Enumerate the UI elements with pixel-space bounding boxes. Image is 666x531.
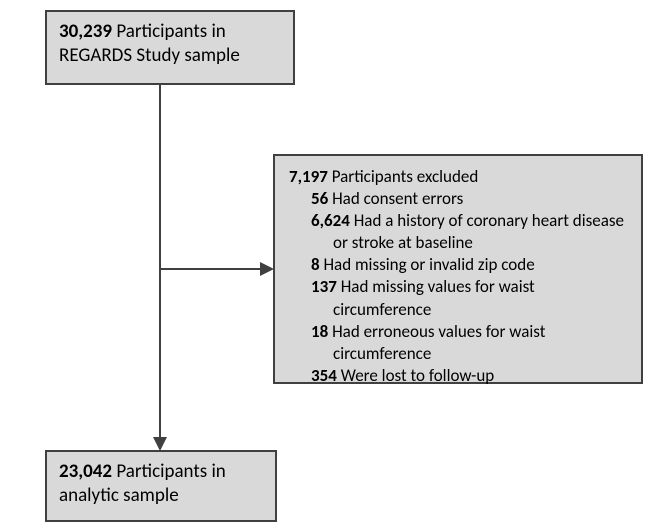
exclusion-item-text: Had missing or invalid zip code: [323, 254, 534, 275]
result-box: 23,042 Participants in analytic sample: [45, 450, 277, 522]
exclusion-item: 354 Were lost to follow-up: [289, 365, 627, 387]
exclusion-item: 6,624 Had a history of coronary heart di…: [289, 210, 627, 254]
exclusion-item: 56 Had consent errors: [289, 188, 627, 210]
exclusion-item-count: 56: [311, 188, 328, 209]
exclusion-item-count: 354: [311, 365, 337, 386]
start-count: 30,239: [59, 20, 112, 43]
exclusion-item-text: Had consent errors: [332, 188, 463, 209]
arrow-right: [160, 268, 272, 270]
exclusion-header-text: Participants excluded: [328, 166, 478, 187]
result-count: 23,042: [59, 460, 112, 483]
start-box: 30,239 Participants in REGARDS Study sam…: [45, 10, 295, 85]
exclusion-item-text: Had missing values for waist circumferen…: [333, 276, 535, 319]
exclusion-item-text: Had erroneous values for waist circumfer…: [332, 321, 545, 364]
exclusion-item: 18 Had erroneous values for waist circum…: [289, 321, 627, 365]
exclusion-count: 7,197: [289, 166, 328, 187]
exclusion-item: 8 Had missing or invalid zip code: [289, 254, 627, 276]
exclusion-header: 7,197 Participants excluded: [289, 166, 627, 188]
exclusion-item: 137 Had missing values for waist circumf…: [289, 276, 627, 320]
exclusion-box: 7,197 Participants excluded 56 Had conse…: [273, 154, 643, 384]
exclusion-item-count: 18: [311, 321, 328, 342]
exclusion-item-text: Were lost to follow-up: [341, 365, 495, 386]
exclusion-item-count: 6,624: [311, 210, 350, 231]
exclusion-item-count: 137: [311, 276, 337, 297]
arrow-down: [159, 85, 161, 449]
exclusion-item-count: 8: [311, 254, 320, 275]
exclusion-item-text: Had a history of coronary heart disease …: [333, 210, 624, 253]
